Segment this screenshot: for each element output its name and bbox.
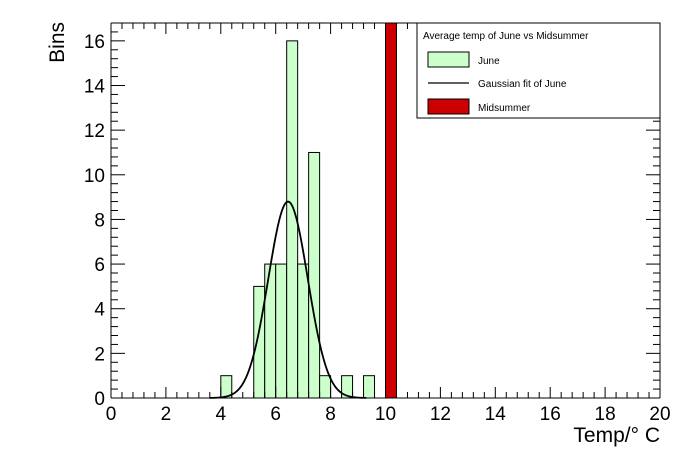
bar-midsummer-0 [385, 22, 397, 399]
x-axis-title: Temp/° C [573, 424, 660, 447]
x-tick-label: 2 [161, 404, 172, 425]
bar-june-3 [275, 263, 288, 399]
legend-label-fit: Gaussian fit of June [478, 79, 567, 90]
y-tick-label: 4 [94, 300, 105, 321]
y-tick-label: 12 [84, 121, 105, 142]
y-axis-title: Bins [46, 22, 69, 63]
x-tick-label: 10 [375, 404, 396, 425]
x-tick-label: 8 [325, 404, 336, 425]
legend-label-june: June [478, 56, 500, 67]
axes-layer: 0 2 4 6 8 10 12 14 16 18 20 0 2 4 6 8 10 12 14 16 [84, 22, 671, 425]
y-tick-label: 0 [94, 389, 105, 410]
x-tick-label: 18 [595, 404, 616, 425]
y-tick-label: 16 [84, 32, 105, 53]
gaussian-fit-curve [209, 200, 367, 399]
y-tick-label: 14 [84, 77, 106, 98]
bar-june-9 [363, 375, 376, 399]
x-tick-label: 14 [485, 404, 507, 425]
bar-june-7 [319, 375, 332, 399]
legend-title: Average temp of June vs Midsummer [423, 31, 589, 42]
x-tick-label: 4 [216, 404, 227, 425]
bar-june-2 [264, 263, 277, 399]
bar-june-6 [308, 151, 321, 399]
bars-layer [111, 22, 660, 399]
legend-swatch-june [427, 51, 470, 68]
y-tick-label: 6 [94, 255, 105, 276]
bar-june-1 [253, 285, 266, 399]
y-tick-label: 2 [94, 344, 105, 365]
fit-layer [209, 200, 367, 399]
x-tick-label: 16 [540, 404, 561, 425]
legend-swatch-midsummer [427, 98, 470, 115]
bar-june-5 [297, 263, 310, 399]
y-tick-label: 10 [84, 166, 105, 187]
x-tick-label: 0 [106, 404, 117, 425]
x-tick-label: 6 [270, 404, 281, 425]
x-tick-label: 12 [430, 404, 451, 425]
x-tick-label: 20 [649, 404, 670, 425]
legend: Average temp of June vs Midsummer June G… [416, 22, 661, 119]
legend-label-midsummer: Midsummer [478, 103, 531, 114]
y-tick-label: 8 [94, 210, 105, 231]
